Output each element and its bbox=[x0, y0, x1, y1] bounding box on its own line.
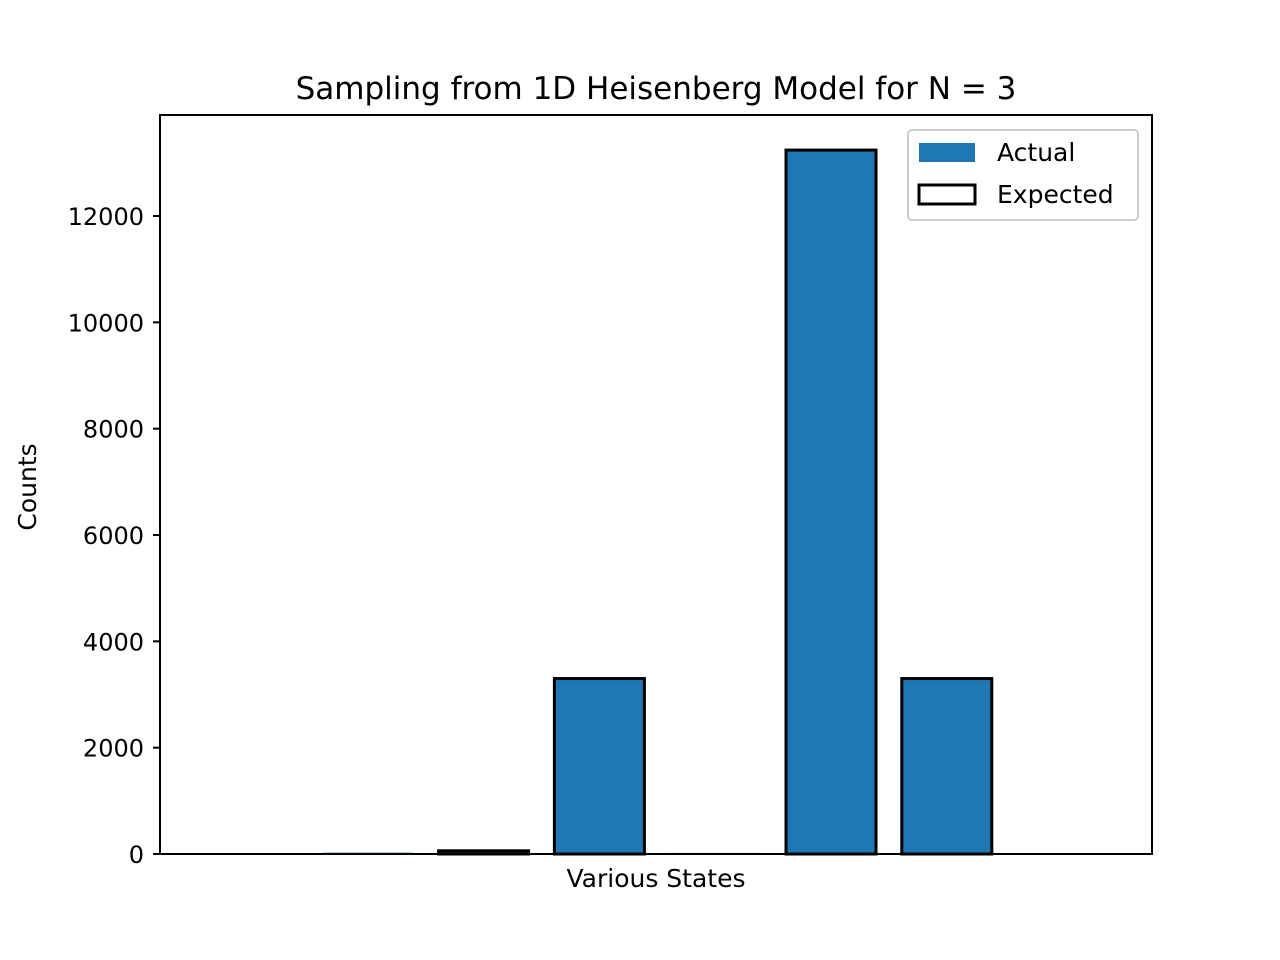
y-tick-label-5: 10000 bbox=[68, 309, 144, 337]
y-tick-label-1: 2000 bbox=[83, 735, 144, 763]
bar-actual-5 bbox=[786, 149, 876, 854]
y-tick-label-0: 0 bbox=[129, 841, 144, 869]
y-axis-label: Counts bbox=[13, 443, 42, 530]
y-tick-label-3: 6000 bbox=[83, 522, 144, 550]
legend: Actual Expected bbox=[907, 129, 1139, 221]
y-tick-label-6: 12000 bbox=[68, 203, 144, 231]
y-tick-label-4: 8000 bbox=[83, 416, 144, 444]
legend-label-expected: Expected bbox=[997, 180, 1114, 209]
bar-actual-3 bbox=[554, 678, 645, 854]
legend-swatch-actual bbox=[919, 143, 975, 162]
y-tick-label-2: 4000 bbox=[83, 628, 144, 656]
chart-title: Sampling from 1D Heisenberg Model for N … bbox=[296, 71, 1017, 107]
legend-label-actual: Actual bbox=[997, 138, 1075, 167]
x-axis-label: Various States bbox=[566, 864, 745, 893]
y-axis: 0 2000 4000 6000 8000 10000 12000 bbox=[68, 203, 160, 869]
legend-swatch-expected bbox=[917, 183, 977, 206]
bar-actual-6 bbox=[901, 678, 992, 854]
bars-group bbox=[207, 148, 1108, 856]
plot-frame bbox=[159, 114, 1153, 855]
